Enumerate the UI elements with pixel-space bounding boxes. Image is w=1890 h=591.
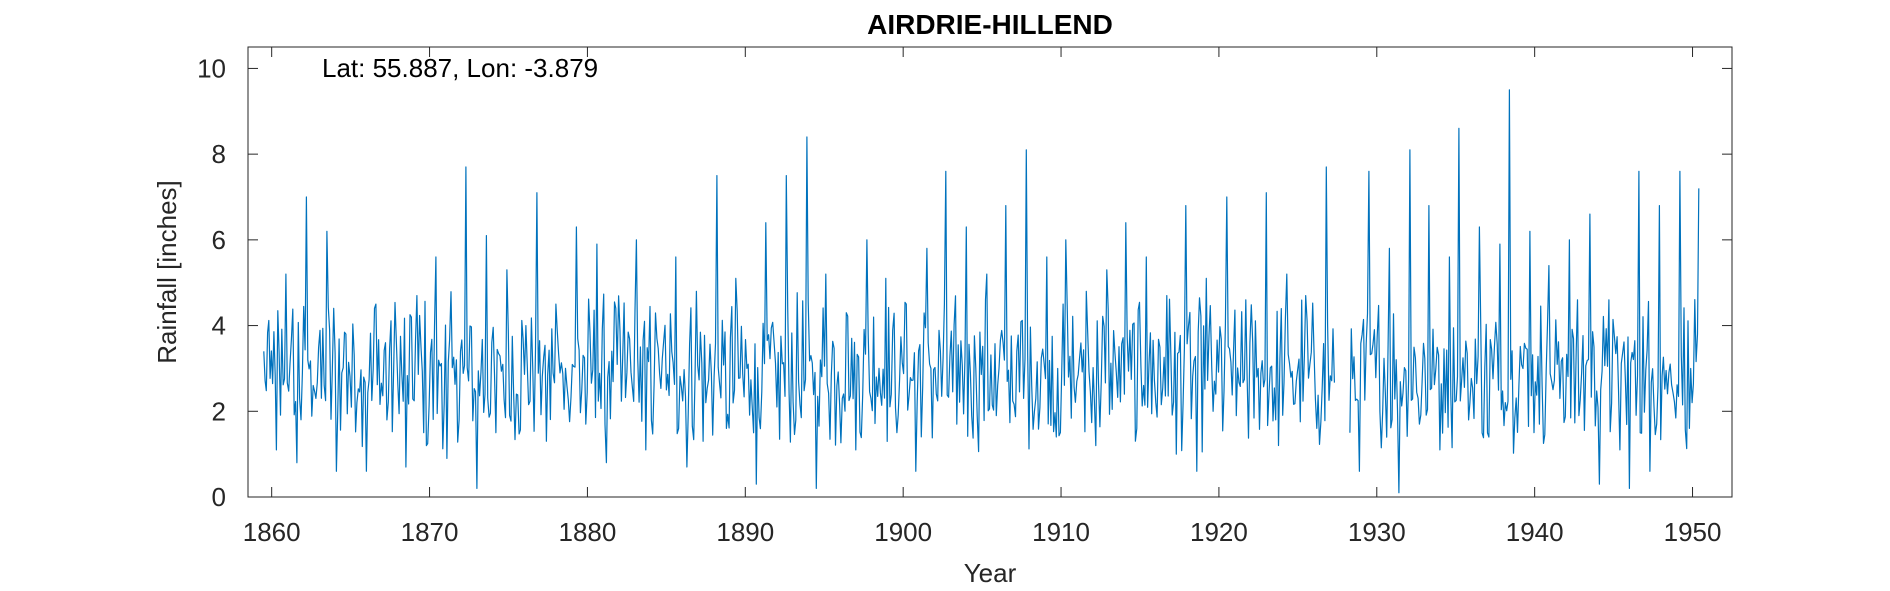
y-axis-ticks: 0 2 4 6 8 10	[197, 53, 1732, 512]
x-tick-label: 1950	[1664, 517, 1722, 547]
x-tick-label: 1890	[716, 517, 774, 547]
y-axis-label: Rainfall [inches]	[152, 180, 182, 364]
plot-frame	[247, 46, 1733, 498]
rainfall-series-line	[263, 89, 1700, 494]
x-axis-ticks: 1860 1870 1880 1890 1900 1910 1920 1930 1940 1950	[243, 47, 1722, 547]
x-tick-label: 1920	[1190, 517, 1248, 547]
x-axis-label: Year	[964, 558, 1017, 588]
y-tick-label: 0	[212, 482, 226, 512]
station-coordinates-annotation: Lat: 55.887, Lon: -3.879	[322, 53, 598, 83]
x-tick-label: 1870	[401, 517, 459, 547]
x-tick-label: 1910	[1032, 517, 1090, 547]
y-tick-label: 2	[212, 396, 226, 426]
x-tick-label: 1900	[874, 517, 932, 547]
y-tick-label: 4	[212, 311, 226, 341]
y-tick-label: 6	[212, 225, 226, 255]
y-tick-label: 8	[212, 139, 226, 169]
chart-title: AIRDRIE-HILLEND	[867, 9, 1113, 40]
x-tick-label: 1860	[243, 517, 301, 547]
x-tick-label: 1880	[559, 517, 617, 547]
x-tick-label: 1940	[1506, 517, 1564, 547]
x-tick-label: 1930	[1348, 517, 1406, 547]
y-tick-label: 10	[197, 53, 226, 83]
